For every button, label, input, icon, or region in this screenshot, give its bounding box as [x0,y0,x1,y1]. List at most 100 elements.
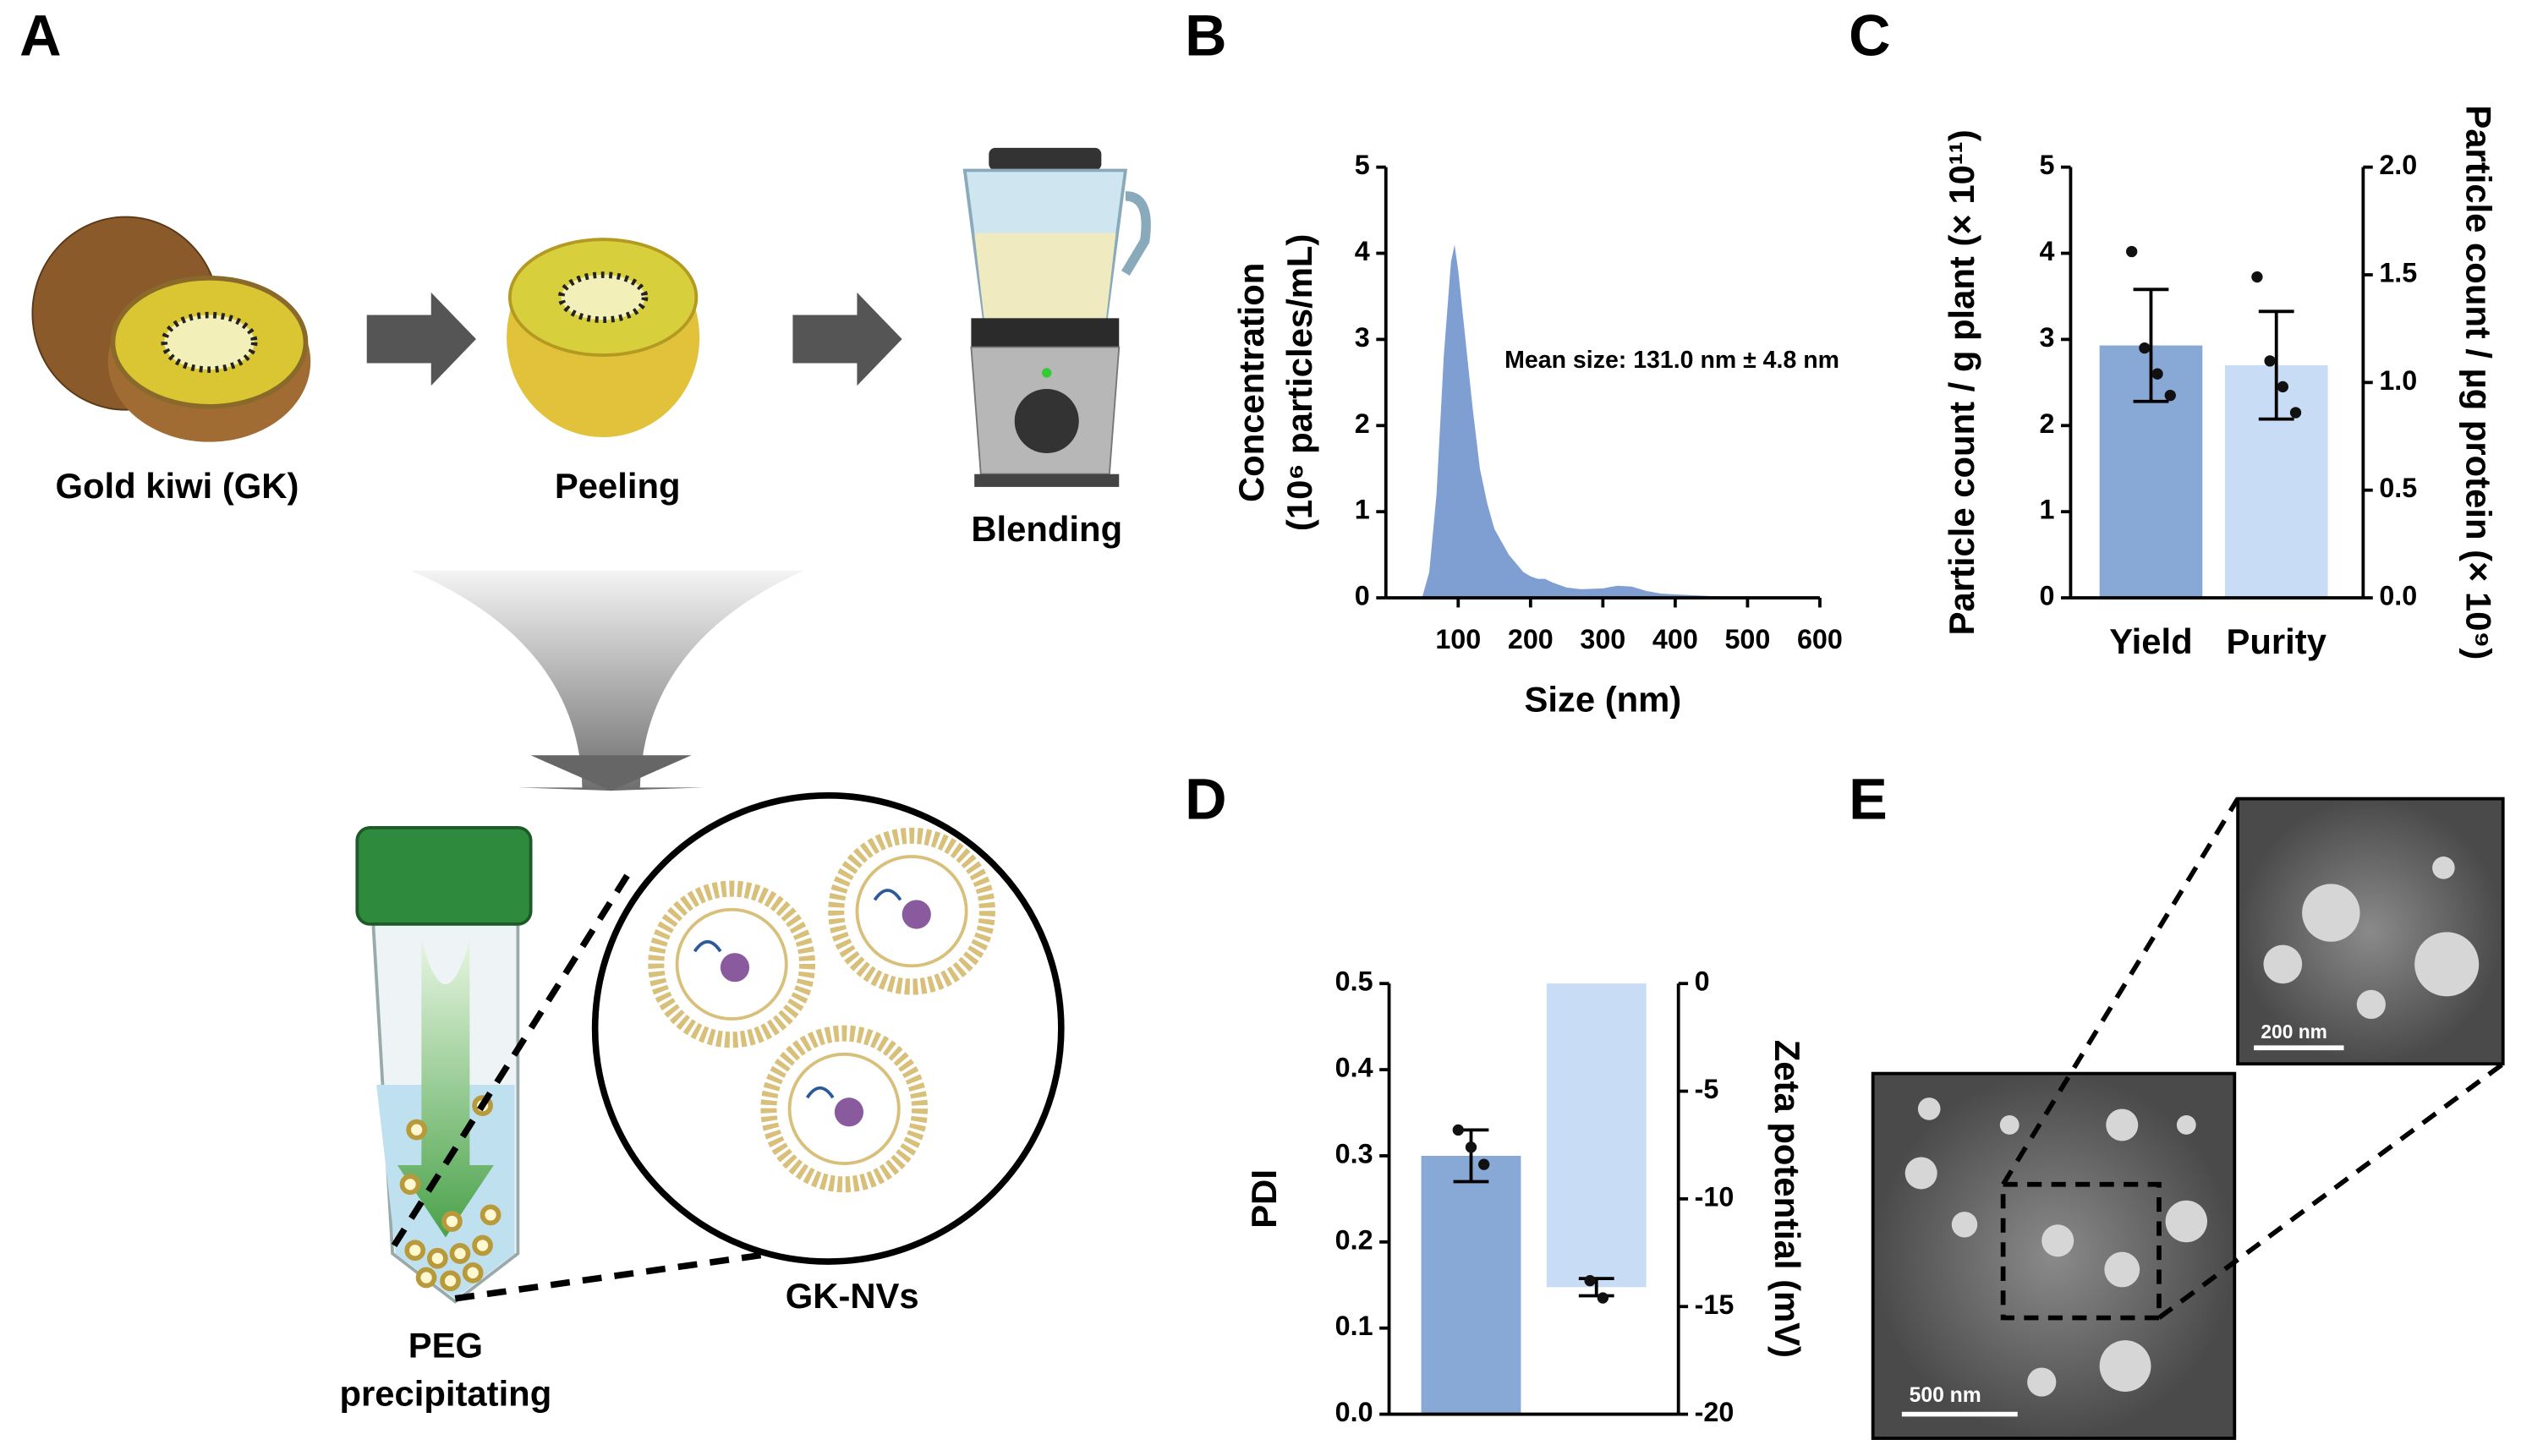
annotation: Mean size: 131.0 nm ± 4.8 nm [1504,347,1839,374]
y-tick-label: -20 [1695,1397,1735,1427]
y2-axis-label: Zeta potential (mV) [1767,1040,1807,1358]
data-point [2164,389,2176,402]
x-tick-label: Yield [2109,621,2192,661]
data-point [2251,271,2263,283]
y-tick-label: -10 [1695,1181,1735,1212]
data-point [2139,342,2151,354]
scale-label: 500 nm [1910,1384,1981,1407]
schematic: Gold kiwi (GK) Peeling Blending PE [31,147,1151,1414]
x-tick-label: 400 [1652,624,1698,654]
tube-particles [399,1095,501,1292]
data-point [2277,380,2288,393]
y-tick-label: 1.0 [2379,365,2417,396]
data-point [1452,1124,1464,1136]
y-tick-label: 0.5 [1335,966,1373,997]
blender-light [1042,368,1052,378]
y-axis-label: (10⁶ particles/mL) [1280,234,1319,531]
y-tick-label: 0.1 [1335,1311,1373,1341]
data-point [2264,355,2276,367]
y-tick-label: 0.3 [1335,1138,1373,1169]
y-tick-label: 0.0 [2379,581,2417,611]
area [1422,244,1820,599]
y-tick-label: 2 [1355,408,1370,439]
scale-label: 200 nm [2261,1021,2327,1043]
data-point [2126,245,2138,258]
y-tick-label: 0.4 [1335,1053,1373,1083]
arrow [792,292,902,386]
y-tick-label: 0.5 [2379,473,2417,503]
zoom-line [2001,797,2240,1186]
blender-collar [971,318,1120,348]
y-tick-label: 2 [2039,408,2054,439]
vesicles [648,827,995,1193]
funnel-arrow [410,570,804,791]
x-tick-label: Purity [2226,621,2326,661]
blender-lid [989,147,1102,171]
data-point [2151,368,2163,380]
y-axis-label: Particle count / g plant (× 10¹¹) [1942,129,1981,635]
product-label: GK-NVs [786,1276,919,1316]
y-tick-label: 0.0 [1335,1397,1373,1427]
x-tick-label: 300 [1580,624,1625,654]
y-tick-label: 2.0 [2379,150,2417,180]
tem-inset [2236,796,2505,1066]
y-tick-label: 3 [2039,322,2054,353]
data-point [1584,1275,1596,1287]
y2-axis-label: Particle count / µg protein (× 10⁹) [2458,105,2498,660]
x-tick-label: 600 [1797,624,1843,654]
panel-label: A [19,4,61,68]
tem-images: 500 nm 200 nm [1871,796,2505,1440]
y-tick-label: -15 [1695,1289,1735,1320]
zoom-line [391,866,635,1248]
arrow [366,292,476,386]
y-tick-label: 0 [1695,966,1710,997]
step-label: precipitating [339,1374,551,1414]
step-label: Gold kiwi (GK) [55,466,299,506]
y-tick-label: 0 [1355,581,1370,611]
x-axis-label: Size (nm) [1524,680,1681,720]
y-tick-label: 1 [1355,495,1370,525]
y-tick-label: 5 [1355,150,1370,180]
y-axis-label: PDI [1244,1169,1284,1229]
data-point [1478,1158,1490,1170]
y-tick-label: 0.2 [1335,1224,1373,1255]
tem-particles [1904,1097,2207,1397]
y-tick-label: 1.5 [2379,258,2417,288]
blender-knob [1014,388,1079,453]
x-tick-label: 200 [1508,624,1554,654]
blender-foot [974,473,1120,487]
y-tick-label: 4 [1355,236,1370,266]
x-tick-label: 100 [1435,624,1481,654]
kiwi-core [161,311,258,373]
data-point [2289,407,2302,419]
kiwi-core [557,271,649,324]
funnel-arrow-tip [530,755,692,791]
zoom-box [2000,1181,2162,1321]
y-tick-label: 4 [2039,236,2054,266]
blender-handle [1121,191,1151,276]
tem-particles [2263,857,2480,1020]
x-tick-label: 500 [1724,624,1770,654]
tube-cap [355,825,533,926]
step-label: Peeling [555,466,681,506]
panel-label: C [1849,4,1890,68]
zoom-line [2157,1061,2505,1320]
y-tick-label: 5 [2039,150,2054,180]
data-point [1465,1141,1477,1153]
y-tick-label: -5 [1695,1074,1719,1104]
panel-label: D [1185,767,1226,831]
bar [1546,983,1647,1288]
panel-label: E [1849,767,1888,831]
panel-label: B [1185,4,1226,68]
y-axis-label: Concentration [1231,263,1271,502]
blender-content [974,233,1116,319]
tube-arrow [397,939,494,1238]
bar [1421,1155,1521,1415]
y-tick-label: 3 [1355,322,1370,353]
y-tick-label: 0 [2039,581,2054,611]
step-label: Blending [971,509,1122,549]
data-point [1597,1292,1609,1304]
y-tick-label: 1 [2039,495,2054,525]
step-label: PEG [408,1326,483,1366]
